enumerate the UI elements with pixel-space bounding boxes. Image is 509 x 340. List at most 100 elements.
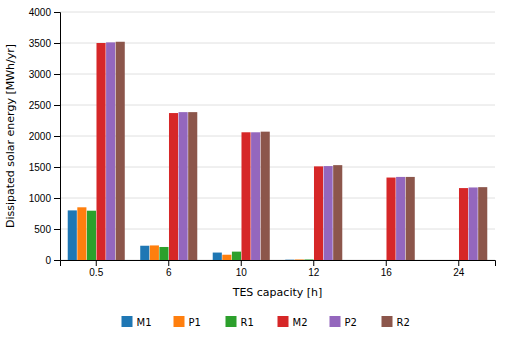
- chart: 050010001500200025003000350040000.561012…: [0, 0, 509, 340]
- y-axis-line: [54, 13, 61, 261]
- grid-line: [60, 229, 495, 230]
- bar: [251, 132, 260, 260]
- x-tick-label: 10: [236, 267, 248, 278]
- y-tick-mark: [54, 260, 60, 261]
- y-tick-mark: [54, 198, 60, 199]
- y-tick: 2000: [29, 131, 60, 142]
- x-tick-mark: [241, 260, 242, 266]
- bar: [68, 210, 77, 260]
- y-tick: 3000: [29, 69, 60, 80]
- bar: [295, 259, 304, 260]
- bar: [159, 247, 168, 260]
- bar: [285, 259, 294, 260]
- legend-label: M1: [137, 317, 152, 328]
- bar: [106, 42, 115, 260]
- legend-swatch: [122, 316, 133, 327]
- bar: [358, 260, 367, 261]
- x-tick: 24: [453, 260, 465, 278]
- bar: [140, 246, 149, 260]
- x-tick-label: 16: [381, 267, 393, 278]
- y-tick-mark: [54, 43, 60, 44]
- bar: [459, 188, 468, 260]
- legend-swatch: [382, 316, 393, 327]
- legend-item: R2: [382, 316, 410, 328]
- legend-item: M1: [122, 316, 152, 328]
- grid-line: [60, 105, 495, 106]
- x-tick-label: 6: [166, 267, 172, 278]
- y-tick: 0: [45, 255, 60, 266]
- bar: [304, 259, 313, 260]
- y-tick-label: 2000: [29, 131, 52, 142]
- bar: [324, 166, 333, 260]
- bar: [478, 187, 487, 260]
- y-tick-mark: [54, 229, 60, 230]
- x-axis: 0.5610121624: [61, 260, 496, 278]
- legend-swatch: [226, 316, 237, 327]
- bar: [213, 253, 222, 260]
- x-axis-title: TES capacity [h]: [232, 286, 323, 299]
- bar: [396, 177, 405, 260]
- bar: [179, 112, 188, 260]
- legend-swatch: [330, 316, 341, 327]
- y-tick-label: 3500: [29, 38, 52, 49]
- bar: [386, 178, 395, 260]
- legend-label: M2: [293, 317, 308, 328]
- bar: [377, 260, 386, 261]
- x-tick-mark: [386, 260, 387, 266]
- grid-line: [60, 12, 495, 13]
- grid-line: [60, 198, 495, 199]
- legend-item: P1: [174, 316, 201, 328]
- bar: [96, 43, 105, 260]
- x-tick-mark: [458, 260, 459, 266]
- bar: [150, 245, 159, 260]
- bar: [449, 260, 458, 261]
- grid-line: [60, 167, 495, 168]
- grid: [60, 12, 495, 260]
- x-tick-label: 24: [453, 267, 465, 278]
- x-tick: 12: [308, 260, 320, 278]
- y-tick-label: 500: [34, 224, 51, 235]
- y-tick-label: 1500: [29, 162, 52, 173]
- bar-series: [116, 42, 488, 260]
- y-tick-mark: [54, 136, 60, 137]
- y-tick: 500: [34, 224, 60, 235]
- y-tick: 1000: [29, 193, 60, 204]
- y-tick-label: 2500: [29, 100, 52, 111]
- bar: [77, 207, 86, 260]
- bar: [440, 260, 449, 261]
- grid-line: [60, 74, 495, 75]
- y-axis-title: Dissipated solar energy [MWh/yr]: [4, 44, 17, 228]
- y-tick-label: 0: [45, 255, 51, 266]
- y-tick-label: 3000: [29, 69, 52, 80]
- x-axis-line: [61, 261, 496, 267]
- grid-line: [60, 43, 495, 44]
- bar-series: [106, 42, 478, 260]
- bar: [469, 187, 478, 260]
- legend-swatch: [278, 316, 289, 327]
- legend-label: R2: [397, 317, 410, 328]
- legend-label: P2: [345, 317, 357, 328]
- bar: [261, 132, 270, 260]
- x-tick-mark: [168, 260, 169, 266]
- bar: [241, 132, 250, 260]
- y-tick-mark: [54, 167, 60, 168]
- y-tick: 2500: [29, 100, 60, 111]
- bar: [188, 112, 197, 260]
- y-tick-label: 1000: [29, 193, 52, 204]
- bar: [367, 260, 376, 261]
- y-tick: 4000: [29, 7, 60, 18]
- x-tick: 10: [236, 260, 248, 278]
- x-tick: 16: [381, 260, 393, 278]
- legend-item: M2: [278, 316, 308, 328]
- plot: 050010001500200025003000350040000.561012…: [29, 7, 496, 278]
- bar: [406, 177, 415, 260]
- bar: [169, 113, 178, 260]
- bar: [116, 42, 125, 260]
- legend: M1P1R1M2P2R2: [122, 316, 410, 328]
- bars: [68, 42, 488, 260]
- bar-series: [96, 43, 468, 260]
- bar: [430, 260, 439, 261]
- y-tick: 1500: [29, 162, 60, 173]
- legend-swatch: [174, 316, 185, 327]
- bar: [222, 255, 231, 260]
